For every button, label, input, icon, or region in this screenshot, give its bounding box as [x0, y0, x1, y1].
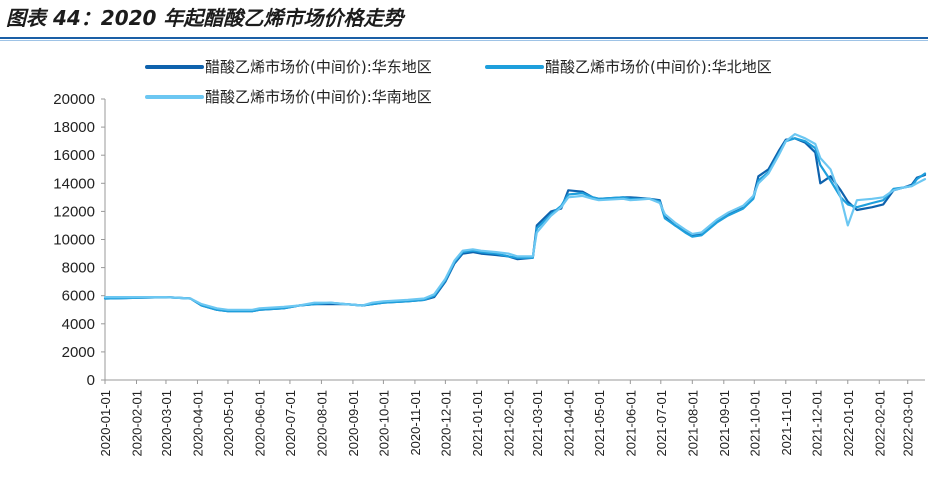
x-tick-label: 2020-01-01 — [98, 390, 113, 457]
y-tick-label: 20000 — [53, 91, 95, 108]
x-tick-label: 2021-12-01 — [809, 390, 824, 457]
title-rule-thin — [0, 40, 928, 41]
y-tick-label: 8000 — [62, 260, 95, 277]
x-tick-label: 2022-02-01 — [872, 390, 887, 457]
series-line-2 — [103, 137, 927, 313]
x-tick-label: 2021-07-01 — [654, 390, 669, 457]
x-tick-label: 2020-05-01 — [221, 390, 236, 457]
x-tick-label: 2022-01-01 — [841, 390, 856, 457]
x-tick-label: 2020-06-01 — [252, 390, 267, 457]
x-tick-label: 2020-12-01 — [438, 390, 453, 457]
y-tick-label: 4000 — [62, 316, 95, 333]
legend-label-3: 醋酸乙烯市场价(中间价):华南地区 — [205, 88, 432, 106]
x-tick-label: 2020-04-01 — [190, 390, 205, 457]
x-tick-label: 2021-04-01 — [561, 390, 576, 457]
x-tick-label: 2020-09-01 — [346, 390, 361, 457]
y-tick-label: 10000 — [53, 232, 95, 249]
x-tick-label: 2020-02-01 — [129, 390, 144, 457]
y-tick-label: 0 — [87, 372, 95, 389]
x-tick-label: 2021-09-01 — [717, 390, 732, 457]
legend-label-2: 醋酸乙烯市场价(中间价):华北地区 — [545, 58, 772, 76]
x-tick-label: 2021-10-01 — [747, 390, 762, 457]
x-tick-label: 2022-03-01 — [901, 390, 916, 457]
figure-title: 图表 44：2020 年起醋酸乙烯市场价格走势 — [6, 6, 404, 30]
y-tick-label: 14000 — [53, 175, 95, 192]
x-tick-label: 2020-10-01 — [376, 390, 391, 457]
y-tick-label: 18000 — [53, 119, 95, 136]
y-tick-label: 2000 — [62, 344, 95, 361]
x-tick-label: 2021-11-01 — [779, 390, 794, 456]
x-tick-label: 2021-08-01 — [685, 390, 700, 457]
chart-series — [103, 133, 927, 313]
x-tick-label: 2020-08-01 — [314, 390, 329, 457]
x-tick-label: 2021-01-01 — [470, 390, 485, 457]
series-line-3 — [103, 133, 927, 311]
x-tick-label: 2021-05-01 — [592, 390, 607, 457]
y-tick-label: 16000 — [53, 147, 95, 164]
x-tick-label: 2021-06-01 — [623, 390, 638, 457]
legend-label-1: 醋酸乙烯市场价(中间价):华东地区 — [205, 58, 432, 76]
x-tick-label: 2020-03-01 — [159, 390, 174, 457]
chart-legend: 醋酸乙烯市场价(中间价):华东地区 醋酸乙烯市场价(中间价):华北地区醋酸乙烯市场… — [145, 58, 772, 106]
x-tick-label: 2020-11-01 — [408, 390, 423, 456]
title-rule — [0, 37, 928, 39]
y-tick-label: 12000 — [53, 203, 95, 220]
x-tick-label: 2021-03-01 — [530, 390, 545, 457]
chart-axes: 0 2000 4000 6000 8000 10000 12000 14000 16000 180… — [53, 91, 925, 457]
series-line-1 — [103, 137, 927, 313]
y-tick-label: 6000 — [62, 288, 95, 305]
x-tick-label: 2020-07-01 — [283, 390, 298, 457]
x-tick-label: 2021-02-01 — [501, 390, 516, 457]
